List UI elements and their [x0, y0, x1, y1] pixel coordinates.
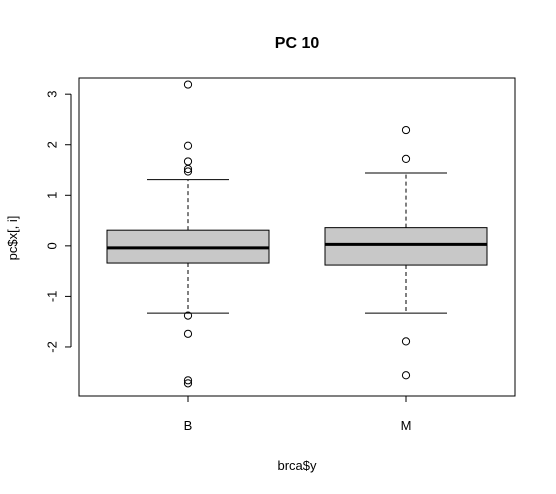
outlier-point	[183, 376, 193, 385]
x-tick-label: M	[401, 418, 412, 433]
y-axis: -2 -1 0 1 2 3	[45, 91, 72, 353]
x-tick-label: B	[184, 418, 193, 433]
outlier-point	[183, 329, 193, 338]
outlier-point	[183, 141, 193, 150]
y-tick-label: 0	[45, 242, 60, 249]
boxes-group	[106, 80, 488, 388]
outlier-point	[401, 337, 411, 346]
outlier-point	[401, 125, 411, 135]
y-tick-label: 1	[45, 192, 60, 199]
y-axis-label: pc$x[, i]	[5, 216, 20, 261]
y-tick-label: 3	[45, 91, 60, 98]
y-tick-label: -1	[45, 291, 60, 303]
iqr-box	[324, 227, 488, 266]
outlier-point	[183, 379, 193, 388]
chart-title: PC 10	[275, 35, 320, 52]
box-M	[324, 125, 488, 380]
y-tick-label: 2	[45, 141, 60, 148]
outlier-point	[183, 311, 193, 320]
outlier-point	[183, 167, 193, 176]
outlier-point	[183, 157, 193, 166]
box-B	[106, 80, 270, 388]
y-tick-label: -2	[45, 341, 60, 353]
outlier-point	[401, 371, 411, 380]
outlier-point	[183, 80, 193, 89]
x-axis-label: brca$y	[277, 458, 317, 473]
outlier-point	[401, 154, 411, 163]
outlier-point	[183, 164, 193, 174]
